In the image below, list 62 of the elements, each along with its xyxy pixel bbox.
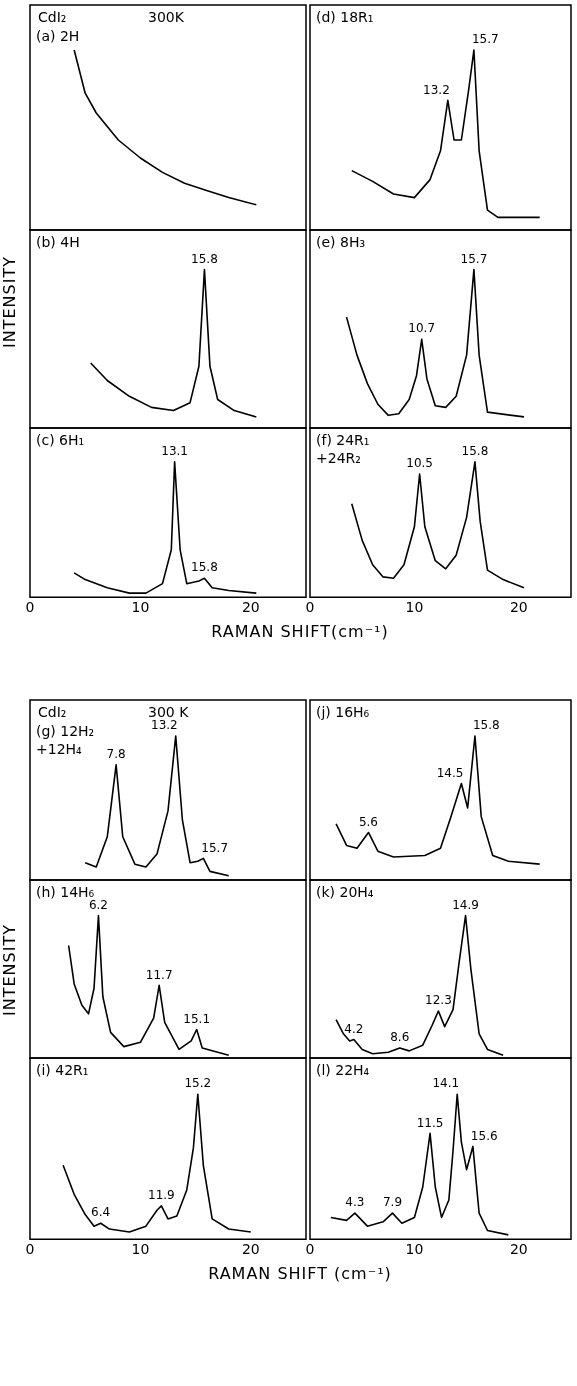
chart-title: (i) 42R₁	[36, 1061, 89, 1078]
x-tick-label: 20	[241, 1241, 260, 1258]
annotation: 15.8	[472, 718, 500, 733]
text: 300K	[148, 8, 185, 25]
chart-title: (h) 14H₆	[36, 883, 95, 900]
x-tick-label: 0	[305, 599, 315, 616]
chart-title: (c) 6H₁	[36, 431, 85, 448]
x-tick-label: 10	[131, 599, 150, 616]
chart-title: (g) 12H₂ +12H₄	[36, 722, 95, 757]
annotation: 14.9	[452, 897, 479, 912]
annotation: 15.6	[470, 1128, 498, 1143]
annotation: 6.2	[88, 897, 108, 912]
annotation: 15.7	[471, 32, 499, 47]
text: 300 K	[148, 703, 190, 720]
x-tick-label: 20	[509, 599, 528, 616]
annotation: 15.8	[191, 560, 218, 575]
annotation: 14.5	[436, 765, 464, 780]
annotation: 11.5	[416, 1115, 444, 1130]
x-axis-title: RAMAN SHIFT (cm⁻¹)	[207, 1264, 393, 1283]
annotation: 4.2	[344, 1021, 364, 1036]
annotation: 15.8	[191, 251, 218, 266]
x-tick-label: 10	[131, 1241, 150, 1258]
annotation: 10.5	[406, 456, 433, 471]
annotation: 8.6	[390, 1030, 410, 1045]
annotation: 4.3	[345, 1195, 365, 1210]
annotation: 15.2	[184, 1076, 212, 1091]
annotation: 13.2	[151, 718, 178, 733]
annotation: 6.4	[91, 1205, 111, 1220]
chart-title: (j) 16H₆	[316, 703, 370, 720]
text: CdI₂	[38, 703, 67, 720]
annotation: 11.9	[148, 1187, 175, 1202]
annotation: 13.2	[423, 82, 450, 97]
annotation: 15.7	[201, 840, 229, 855]
x-tick-label: 0	[305, 1241, 315, 1258]
chart-title: (f) 24R₁ +24R₂	[316, 431, 370, 466]
y-axis-title: INTENSITY	[0, 254, 20, 350]
x-tick-label: 0	[25, 1241, 35, 1258]
annotation: 14.1	[432, 1076, 460, 1091]
chart-title: (k) 20H₄	[316, 883, 374, 900]
annotation: 15.7	[460, 251, 488, 266]
annotation: 12.3	[425, 993, 452, 1008]
chart-title: (e) 8H₃	[316, 233, 366, 250]
x-tick-label: 20	[241, 599, 260, 616]
annotation: 15.1	[183, 1011, 211, 1026]
x-axis-title: RAMAN SHIFT(cm⁻¹)	[210, 622, 390, 641]
annotation: 5.6	[358, 814, 379, 829]
chart-title: (d) 18R₁	[316, 8, 374, 25]
chart-title: (a) 2H	[36, 27, 80, 44]
annotation: 7.8	[106, 746, 126, 761]
x-tick-label: 10	[405, 599, 424, 616]
annotation: 11.7	[145, 967, 173, 982]
x-tick-label: 10	[405, 1241, 424, 1258]
x-tick-label: 20	[509, 1241, 528, 1258]
chart-title: (b) 4H	[36, 233, 80, 250]
annotation: 15.8	[461, 443, 489, 458]
y-axis-title: INTENSITY	[0, 923, 20, 1018]
text: CdI₂	[38, 8, 67, 25]
x-tick-label: 0	[25, 599, 35, 616]
annotation: 13.1	[161, 443, 188, 458]
annotation: 10.7	[408, 321, 436, 336]
chart-title: (l) 22H₄	[316, 1061, 370, 1078]
annotation: 7.9	[382, 1195, 403, 1210]
